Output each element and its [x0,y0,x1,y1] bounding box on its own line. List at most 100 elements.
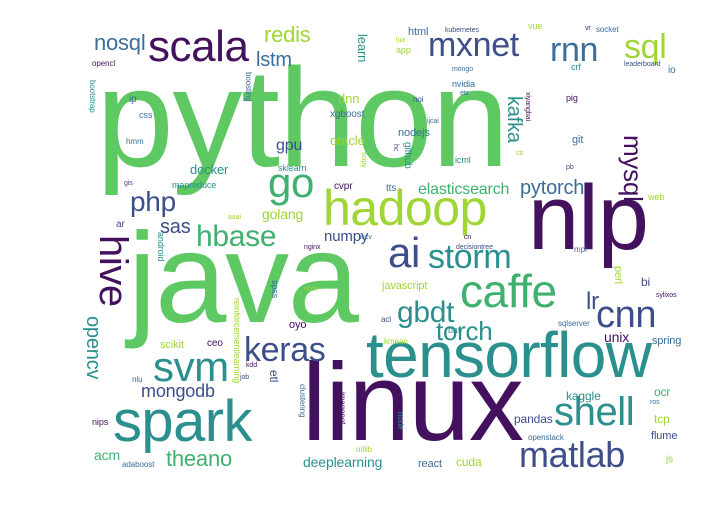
word-web: web [648,192,665,202]
word-ceo: ceo [207,338,223,349]
word-pig: pig [566,93,578,103]
word-css: css [139,110,153,120]
word-vr: vr [585,25,591,32]
word-linux: linux [302,341,524,464]
word-java: java [128,207,359,350]
word-tensorflow: tensorflow [366,319,652,391]
word-kdd: kdd [246,362,258,369]
word-spring: spring [652,335,682,347]
word-mllib: mllib [356,445,373,454]
word-nodejs: nodejs [398,127,430,139]
word-shell: shell [554,390,635,434]
word-theano: theano [166,446,232,471]
word-react: react [418,458,442,470]
word-keras: keras [244,331,326,369]
word-nips: nips [92,417,109,427]
word-deeplearning: deeplearning [303,454,383,470]
word-boosting: boosting [244,72,253,102]
word-clustering: clustering [298,384,307,418]
word-oyo: oyo [289,319,307,331]
word-storm: storm [428,238,512,276]
word-gis: gis [124,180,133,187]
word-scikit: scikit [160,339,184,351]
word-job: job [240,374,250,381]
word-caffe: caffe [460,265,557,317]
word-flume: flume [651,430,678,442]
word-opencv: opencv [82,316,104,380]
word-etc: etc [460,90,470,97]
word-unix: unix [604,329,630,345]
word-nvidia: nvidia [452,79,475,89]
word-golang: golang [262,206,304,222]
word-sklearn: sklearn [278,163,307,173]
word-aaai: aaai [228,214,241,221]
word-git: git [572,134,584,146]
word-ip: ip [129,94,137,105]
word-reinforcementlearning: reinforcementlearning [232,298,242,384]
word-bat: bat [448,325,461,335]
word-torch: torch [436,316,493,346]
word-docker: docker [190,162,229,177]
word-acl: acl [381,315,391,324]
word-ar: ar [116,219,125,230]
word-cvpr: cvpr [334,181,353,192]
word-tcp: tcp [654,412,670,426]
word-js: js [666,454,674,465]
word-hmm: hmm [126,137,144,146]
word-app: app [396,45,411,55]
word-adaboost: adaboost [122,460,155,469]
word-dnn: dnn [338,91,360,106]
word-android: android [156,232,166,262]
word-imagenet: imagenet [338,392,347,425]
word-kafka: kafka [503,96,525,143]
word-ctr: ctr [516,150,524,157]
word-github: github [402,142,413,169]
word-sqlserver: sqlserver [558,319,590,328]
word-cn: cn [464,234,472,241]
word-mongo: mongo [452,66,474,73]
word-xgboost: xgboost [330,109,365,120]
word-bi: bi [641,275,651,289]
word-etl: etl [267,370,281,383]
word-io: io [668,65,676,76]
word-redis: redis [264,22,311,47]
word-sylixos: sylixos [656,292,677,299]
word-rnn: rnn [550,31,599,69]
word-openstack: openstack [528,433,564,442]
word-go: go [268,159,314,206]
word-lua: lua [396,37,406,44]
word-hadoop: hadoop [323,180,487,236]
word-tts: tts [386,183,397,194]
word-oracle: oracle [330,133,365,148]
word-mpi: mpi [574,245,587,254]
word-acm: acm [94,447,121,463]
word-svm: svm [153,343,229,390]
word-mxnet: mxnet [428,26,519,64]
word-vue: vue [528,21,543,31]
word-spark: spark [113,389,253,454]
word-nginx: nginx [304,244,321,251]
word-lr: lr [586,288,599,315]
word-scipy: scipy [360,152,367,168]
word-kubernetes: kubernetes [445,27,479,34]
word-ai: ai [388,229,420,276]
word-hive: hive [91,235,135,307]
word-hbase: hbase [196,220,277,253]
word-learn: learn [355,34,370,63]
word-php: php [130,186,176,217]
word-mysql: mysql [618,135,648,202]
word-html: html [408,26,429,38]
word-mapreduce: mapreduce [172,180,217,190]
word-socket: socket [596,25,619,34]
word-noi: noi [413,95,424,104]
word-gpu: gpu [276,137,303,154]
word-numpy: numpy [324,228,369,245]
word-node: node [396,412,405,430]
word-ocr: ocr [654,385,671,399]
word-pb: pb [566,164,574,171]
word-perl: perl [612,266,624,284]
word-pytorch: pytorch [520,177,585,199]
word-cnn: cnn [596,294,657,336]
word-kaggle: kaggle [566,389,601,403]
